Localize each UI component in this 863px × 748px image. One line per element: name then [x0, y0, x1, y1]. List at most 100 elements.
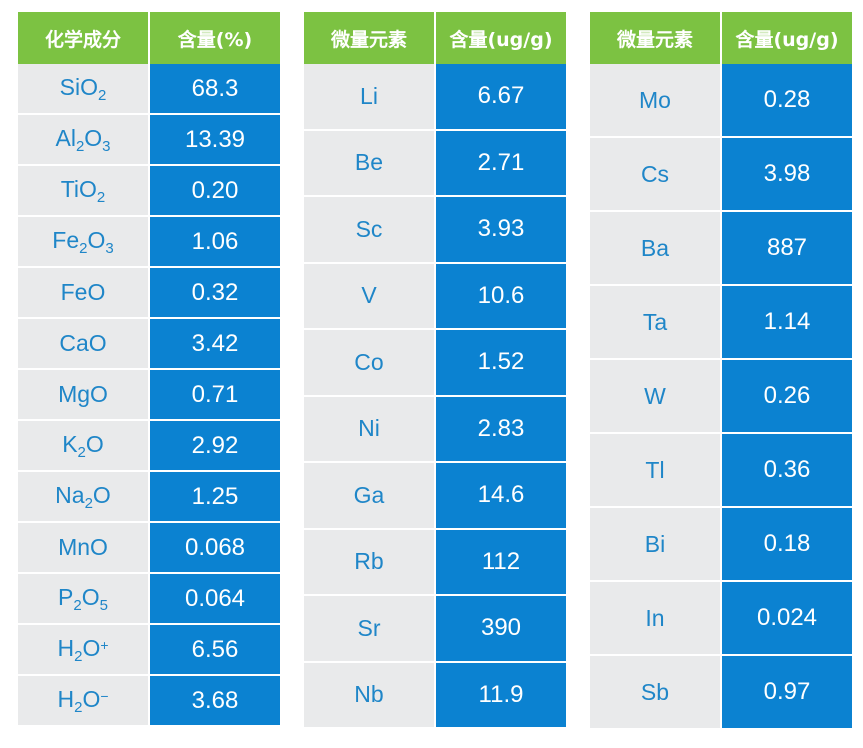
- formula-subscript: 2: [98, 86, 107, 104]
- formula-cell: Na2O: [18, 472, 148, 523]
- element-cell: Co: [304, 330, 434, 397]
- trace-elements-table-2: 微量元素 含量(ug/g) Mo 0.28 Cs 3.98 Ba 887 Ta 1.14 W 0.…: [590, 12, 852, 730]
- formula-base: TiO: [60, 175, 97, 202]
- value-cell: 0.024: [722, 582, 852, 656]
- formula-text: H2O+: [57, 635, 108, 665]
- value-cell: 10.6: [436, 263, 566, 330]
- table-row: CaO 3.42: [18, 319, 280, 370]
- header-element: 微量元素: [304, 12, 434, 64]
- table-row: Al2O3 13.39: [18, 115, 280, 166]
- table-row: Li 6.67: [304, 64, 566, 131]
- element-cell: Ni: [304, 396, 434, 463]
- table-header: 微量元素 含量(ug/g): [590, 12, 852, 64]
- formula-cell: FeO: [18, 268, 148, 319]
- element-cell: Nb: [304, 662, 434, 729]
- table-row: V 10.6: [304, 263, 566, 330]
- header-content-ugg: 含量(ug/g): [436, 12, 566, 64]
- table-row: Ni 2.83: [304, 396, 566, 463]
- value-cell: 11.9: [436, 662, 566, 729]
- formula-subscript: 2: [96, 188, 106, 206]
- formula-cell: Al2O3: [18, 115, 148, 166]
- formula-mid: O: [85, 430, 104, 457]
- value-cell: 3.42: [150, 319, 280, 370]
- formula-base: Na: [55, 481, 85, 508]
- element-cell: Sb: [590, 656, 720, 730]
- formula-cell: Fe2O3: [18, 217, 148, 268]
- header-component: 化学成分: [18, 12, 148, 64]
- formula-subscript: 2: [74, 647, 83, 665]
- value-cell: 0.26: [722, 360, 852, 434]
- formula-text: MgO: [58, 381, 108, 408]
- table-row: FeO 0.32: [18, 268, 280, 319]
- value-cell: 0.064: [150, 574, 280, 625]
- formula-mid: O: [81, 583, 100, 610]
- table-row: H2O− 3.68: [18, 676, 280, 727]
- formula-subscript: 5: [99, 596, 108, 614]
- formula-mid: O: [84, 124, 103, 151]
- element-cell: Be: [304, 130, 434, 197]
- value-cell: 0.97: [722, 656, 852, 730]
- table-row: Nb 11.9: [304, 662, 566, 729]
- element-cell: Li: [304, 64, 434, 131]
- formula-charge: +: [100, 636, 109, 653]
- element-cell: Rb: [304, 529, 434, 596]
- value-cell: 3.93: [436, 197, 566, 264]
- formula-subscript: 2: [77, 443, 86, 461]
- header-content-percent: 含量(%): [150, 12, 280, 64]
- value-cell: 1.06: [150, 217, 280, 268]
- formula-base: SiO: [59, 73, 98, 100]
- table-row: Cs 3.98: [590, 138, 852, 212]
- table-row: W 0.26: [590, 360, 852, 434]
- value-cell: 0.20: [150, 166, 280, 217]
- formula-text: P2O5: [58, 584, 108, 614]
- formula-subscript: 2: [79, 239, 88, 257]
- value-cell: 1.14: [722, 286, 852, 360]
- formula-subscript: 2: [74, 698, 83, 716]
- element-cell: Ga: [304, 463, 434, 530]
- value-cell: 1.52: [436, 330, 566, 397]
- value-cell: 2.92: [150, 421, 280, 472]
- table-row: Tl 0.36: [590, 434, 852, 508]
- value-cell: 887: [722, 212, 852, 286]
- formula-text: CaO: [59, 330, 106, 357]
- element-cell: In: [590, 582, 720, 656]
- formula-cell: MgO: [18, 370, 148, 421]
- value-cell: 68.3: [150, 64, 280, 115]
- element-cell: Ba: [590, 212, 720, 286]
- formula-text: FeO: [61, 279, 106, 306]
- value-cell: 390: [436, 596, 566, 663]
- element-cell: Cs: [590, 138, 720, 212]
- value-cell: 0.71: [150, 370, 280, 421]
- formula-base: FeO: [60, 279, 106, 305]
- value-cell: 13.39: [150, 115, 280, 166]
- element-cell: W: [590, 360, 720, 434]
- element-cell: V: [304, 263, 434, 330]
- table-row: Ba 887: [590, 212, 852, 286]
- value-cell: 1.25: [150, 472, 280, 523]
- table-row: Ga 14.6: [304, 463, 566, 530]
- table-header: 化学成分 含量(%): [18, 12, 280, 64]
- table-row: MnO 0.068: [18, 523, 280, 574]
- table-row: Bi 0.18: [590, 508, 852, 582]
- table-row: Mo 0.28: [590, 64, 852, 138]
- formula-cell: H2O+: [18, 625, 148, 676]
- formula-text: K2O: [62, 431, 104, 461]
- value-cell: 3.98: [722, 138, 852, 212]
- header-content-ugg: 含量(ug/g): [722, 12, 852, 64]
- table-row: Be 2.71: [304, 130, 566, 197]
- formula-cell: P2O5: [18, 574, 148, 625]
- formula-text: MnO: [58, 534, 108, 561]
- table-body: Mo 0.28 Cs 3.98 Ba 887 Ta 1.14 W 0.26 Tl 0.36 Bi 0.18…: [590, 64, 852, 730]
- value-cell: 2.83: [436, 396, 566, 463]
- formula-cell: MnO: [18, 523, 148, 574]
- element-cell: Tl: [590, 434, 720, 508]
- value-cell: 6.67: [436, 64, 566, 131]
- table-body: Li 6.67 Be 2.71 Sc 3.93 V 10.6 Co 1.52 Ni 2.83 Ga 14.…: [304, 64, 566, 729]
- element-cell: Ta: [590, 286, 720, 360]
- table-row: MgO 0.71: [18, 370, 280, 421]
- formula-base: CaO: [59, 330, 107, 356]
- value-cell: 0.32: [150, 268, 280, 319]
- value-cell: 112: [436, 529, 566, 596]
- table-row: Sr 390: [304, 596, 566, 663]
- table-row: Sb 0.97: [590, 656, 852, 730]
